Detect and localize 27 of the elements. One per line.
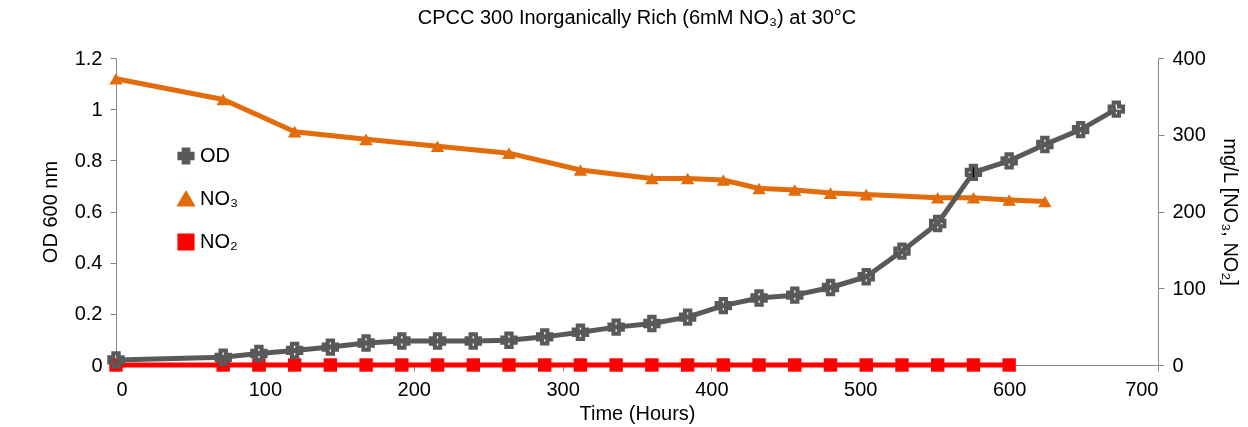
- y2-tick-label: 400: [1172, 46, 1206, 69]
- x-tick-label: 600: [992, 377, 1027, 400]
- y-tick-label: 0.8: [74, 148, 103, 171]
- x-tick-label: 100: [248, 377, 283, 400]
- y-axis-title: OD 600 nm: [38, 160, 61, 264]
- y2-tick-label: 0: [1172, 353, 1184, 376]
- x-tick-label: 700: [1125, 377, 1159, 400]
- legend-label: NO₃: [200, 187, 239, 209]
- x-tick-label: 500: [844, 377, 878, 400]
- y-tick-label: 0.2: [74, 302, 103, 325]
- y2-tick-label: 200: [1172, 200, 1206, 222]
- y2-tick-label: 300: [1172, 123, 1206, 146]
- x-tick-label: 0: [116, 377, 128, 400]
- y-tick-label: 0.4: [74, 251, 103, 274]
- y-tick-label: 0: [91, 353, 103, 376]
- y2-axis-title: mg/L [NO₃, NO₂]: [1219, 138, 1242, 286]
- x-tick-label: 200: [397, 377, 431, 400]
- y-tick-label: 1: [91, 97, 103, 120]
- x-tick-label: 400: [695, 377, 729, 400]
- legend-label: OD: [200, 144, 230, 166]
- y-tick-label: 0.6: [74, 200, 103, 222]
- y-tick-label: 1.2: [74, 46, 103, 69]
- y2-tick-label: 100: [1172, 276, 1206, 299]
- x-tick-label: 300: [546, 377, 580, 400]
- chart-title: CPCC 300 Inorganically Rich (6mM NO₃) at 30°C: [417, 6, 857, 28]
- x-axis-title: Time (Hours): [579, 401, 696, 424]
- legend-label: NO₂: [200, 230, 238, 252]
